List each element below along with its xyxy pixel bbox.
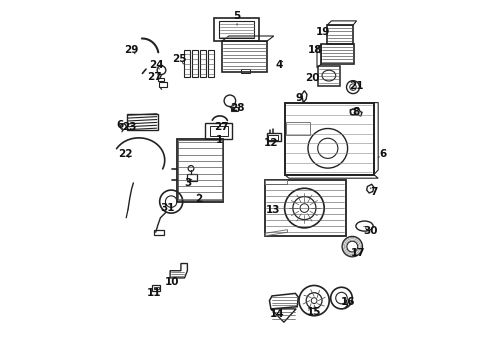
Bar: [327, 25, 353, 44]
Bar: [176, 139, 223, 202]
Bar: [127, 114, 158, 130]
Bar: [153, 287, 159, 289]
Text: 19: 19: [316, 27, 331, 37]
Text: 1: 1: [216, 135, 223, 145]
Text: 30: 30: [363, 226, 377, 236]
Bar: [221, 41, 267, 72]
Text: 18: 18: [308, 45, 322, 55]
Bar: [267, 133, 281, 141]
Text: 25: 25: [172, 54, 187, 64]
Bar: [231, 107, 238, 111]
Bar: [187, 174, 197, 181]
Text: 17: 17: [351, 248, 366, 258]
Text: 12: 12: [264, 138, 278, 148]
Text: 5: 5: [233, 11, 241, 25]
Text: 9: 9: [295, 93, 303, 103]
Bar: [321, 44, 354, 64]
Text: 6: 6: [378, 149, 386, 159]
Text: 20: 20: [305, 73, 320, 84]
Bar: [215, 18, 259, 41]
Text: 27: 27: [147, 72, 162, 82]
Bar: [210, 126, 228, 136]
Bar: [205, 123, 232, 139]
Bar: [318, 66, 340, 86]
Text: 24: 24: [149, 60, 164, 70]
Text: 2: 2: [196, 194, 202, 204]
Text: 31: 31: [160, 203, 175, 213]
Bar: [178, 140, 221, 200]
Bar: [208, 50, 214, 77]
Text: 27: 27: [214, 122, 229, 132]
Bar: [219, 21, 254, 38]
Text: 28: 28: [231, 103, 245, 113]
Bar: [158, 78, 164, 81]
Bar: [199, 50, 206, 77]
Bar: [184, 50, 190, 77]
Bar: [265, 180, 346, 236]
Text: 16: 16: [341, 297, 355, 307]
Text: 22: 22: [118, 149, 133, 159]
Text: 6: 6: [116, 120, 123, 130]
Text: 11: 11: [147, 288, 162, 298]
Text: 21: 21: [348, 81, 363, 91]
Bar: [152, 285, 160, 291]
Text: 8: 8: [352, 107, 360, 117]
Text: 10: 10: [165, 276, 179, 287]
Text: 15: 15: [307, 307, 321, 318]
Text: 14: 14: [270, 309, 284, 319]
Text: 7: 7: [370, 186, 378, 197]
Text: 23: 23: [122, 122, 136, 132]
Text: 29: 29: [124, 45, 139, 55]
Text: 4: 4: [275, 60, 283, 70]
Text: 13: 13: [266, 204, 280, 215]
Bar: [285, 103, 374, 175]
Bar: [159, 82, 167, 87]
Bar: [269, 135, 278, 140]
Text: 3: 3: [185, 178, 192, 188]
Bar: [154, 230, 164, 235]
Bar: [192, 50, 198, 77]
Bar: [242, 69, 250, 73]
